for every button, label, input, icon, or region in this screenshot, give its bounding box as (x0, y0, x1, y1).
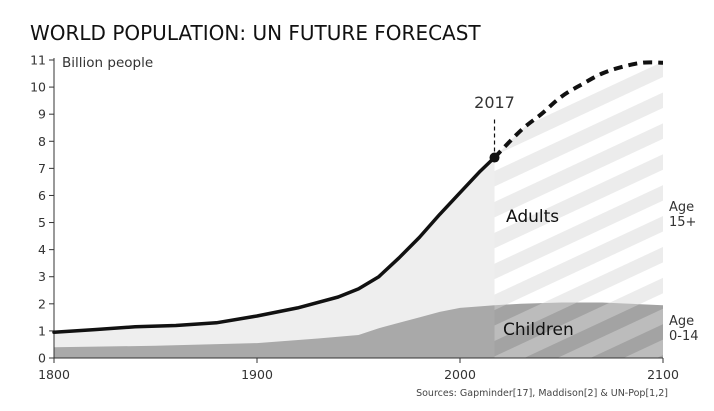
chart-title: WORLD POPULATION: UN FUTURE FORECAST (30, 21, 481, 45)
y-tick-label: 7 (38, 161, 46, 176)
side-label-children-line1: Age (669, 314, 694, 329)
y-tick-label: 3 (38, 269, 46, 284)
y-tick-label: 0 (38, 351, 46, 366)
y-axis-label: Billion people (62, 55, 153, 71)
y-tick-label: 5 (38, 215, 46, 230)
adults-label: Adults (506, 207, 559, 227)
source-note: Sources: Gapminder[17], Maddison[2] & UN… (416, 388, 668, 399)
x-tick-label: 2000 (444, 367, 476, 382)
forecast-start-label: 2017 (474, 93, 515, 112)
x-tick-label: 2100 (647, 367, 679, 382)
children-area-forecast (494, 302, 663, 358)
y-ticks: 0 1 2 3 4 5 6 7 8 9 10 11 (30, 53, 54, 366)
children-label: Children (503, 320, 574, 340)
y-tick-label: 2 (38, 296, 46, 311)
side-label-adults-line1: Age (669, 200, 694, 215)
side-label-children-line2: 0-14 (669, 329, 699, 344)
y-tick-label: 10 (30, 80, 46, 95)
y-tick-label: 6 (38, 188, 46, 203)
x-ticks: 1800 1900 2000 2100 (38, 358, 679, 382)
y-tick-label: 1 (38, 323, 46, 338)
adults-area-forecast (494, 62, 663, 359)
total-line-historical (52, 155, 497, 335)
y-tick-label: 4 (38, 242, 46, 257)
adults-area-historical (54, 157, 495, 358)
side-label-adults-line2: 15+ (669, 215, 696, 230)
total-line-forecast (493, 60, 664, 159)
x-tick-label: 1800 (38, 367, 70, 382)
y-tick-label: 8 (38, 134, 46, 149)
children-area-historical (54, 305, 495, 358)
y-tick-label: 9 (38, 107, 46, 122)
forecast-start-point (489, 152, 500, 163)
x-tick-label: 1900 (241, 367, 273, 382)
y-tick-label: 11 (30, 53, 46, 68)
